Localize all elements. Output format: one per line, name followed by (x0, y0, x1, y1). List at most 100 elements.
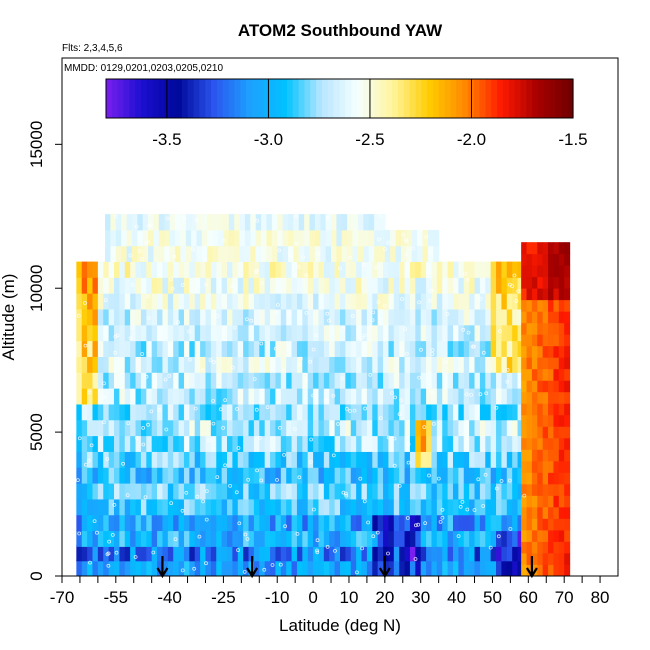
heatmap-cell (108, 435, 115, 452)
heatmap-cell (474, 372, 481, 389)
heatmap-cell (512, 514, 519, 532)
heatmap-cell (151, 559, 158, 576)
heatmap-cell (558, 529, 565, 542)
heatmap-cell (537, 368, 544, 381)
heatmap-cell (496, 372, 503, 389)
measurement-point (236, 446, 241, 450)
heatmap-cell (531, 518, 538, 531)
measurement-point (103, 298, 108, 303)
heatmap-cell (548, 529, 555, 542)
heatmap-cell (431, 309, 438, 326)
measurement-point (315, 548, 319, 553)
heatmap-cell (212, 229, 219, 247)
heatmap-cell (474, 356, 481, 373)
heatmap-cell (264, 277, 271, 294)
measurement-point (180, 282, 185, 287)
heatmap-cell (244, 245, 251, 263)
heatmap-cell (259, 340, 266, 357)
heatmap-cell (114, 451, 120, 468)
heatmap-cell (130, 419, 137, 437)
heatmap-cell (542, 299, 549, 312)
heatmap-cell (542, 334, 549, 347)
heatmap-cell (399, 545, 406, 562)
colorbar-swatch (555, 79, 562, 118)
heatmap-cell (124, 419, 131, 437)
heatmap-cell (356, 419, 363, 437)
colorbar-tick-label: -2.5 (355, 130, 384, 149)
colorbar-tick-label: -3.5 (152, 130, 181, 149)
heatmap-cell (496, 340, 503, 357)
heatmap-cell (350, 499, 357, 516)
heatmap-cell (205, 372, 212, 389)
heatmap-cell (200, 277, 207, 294)
heatmap-cell (194, 404, 201, 421)
heatmap-cell (526, 368, 533, 381)
heatmap-cell (329, 435, 336, 452)
heatmap-cell (564, 414, 571, 427)
heatmap-cell (280, 559, 287, 576)
heatmap-cell (87, 499, 94, 516)
heatmap-cell (151, 261, 158, 278)
measurement-point (255, 218, 260, 223)
heatmap-cell (399, 514, 406, 532)
heatmap-cell (114, 467, 120, 484)
heatmap-cell (350, 451, 357, 468)
heatmap-cell (275, 514, 282, 532)
heatmap-cell (232, 530, 239, 547)
heatmap-cell (87, 435, 94, 452)
heatmap-cell (420, 356, 427, 373)
heatmap-cell (76, 293, 83, 310)
heatmap-cell (442, 514, 449, 532)
heatmap-cell (189, 356, 196, 373)
heatmap-cell (151, 356, 158, 373)
heatmap-cell (248, 404, 255, 421)
measurement-point (494, 405, 499, 410)
heatmap-cell (108, 309, 115, 326)
measurement-point (366, 520, 371, 525)
heatmap-cell (286, 388, 293, 405)
heatmap-cell (227, 340, 233, 357)
measurement-point (163, 377, 168, 382)
heatmap-cell (458, 530, 465, 547)
heatmap-cell (490, 467, 497, 484)
measurement-point (514, 299, 519, 303)
heatmap-cell (436, 545, 443, 562)
heatmap-cell (221, 483, 228, 500)
heatmap-cell (526, 380, 533, 393)
heatmap-cell (76, 340, 83, 357)
heatmap-cell (452, 499, 459, 516)
heatmap-cell (167, 388, 174, 405)
heatmap-cell (404, 324, 411, 342)
heatmap-cell (173, 559, 180, 576)
heatmap-cell (135, 261, 142, 278)
measurement-point (469, 392, 474, 397)
heatmap-cell (442, 545, 449, 562)
heatmap-cell (216, 372, 223, 389)
heatmap-cell (323, 514, 330, 532)
heatmap-cell (87, 559, 94, 576)
heatmap-cell (162, 559, 169, 576)
colorbar-swatch (526, 79, 533, 118)
heatmap-cell (275, 356, 282, 373)
heatmap-cell (409, 261, 416, 278)
heatmap-cell (341, 214, 348, 231)
heatmap-cell (259, 530, 266, 547)
heatmap-cell (331, 214, 338, 231)
colorbar-swatch (246, 79, 253, 118)
colorbar-swatch (532, 79, 539, 118)
heatmap-cell (140, 388, 147, 405)
heatmap-cell (210, 372, 217, 389)
measurement-point (211, 360, 216, 364)
measurement-point (133, 555, 138, 559)
heatmap-cell (399, 309, 406, 326)
heatmap-cell (243, 499, 250, 516)
heatmap-cell (92, 514, 99, 532)
heatmap-cell (173, 530, 180, 547)
heatmap-cell (151, 435, 158, 452)
measurement-point (128, 253, 133, 258)
heatmap-cell (119, 372, 126, 389)
y-tick-label: 0 (27, 571, 46, 580)
heatmap-cell (340, 545, 346, 562)
heatmap-cell (318, 277, 325, 294)
heatmap-cell (270, 388, 277, 405)
